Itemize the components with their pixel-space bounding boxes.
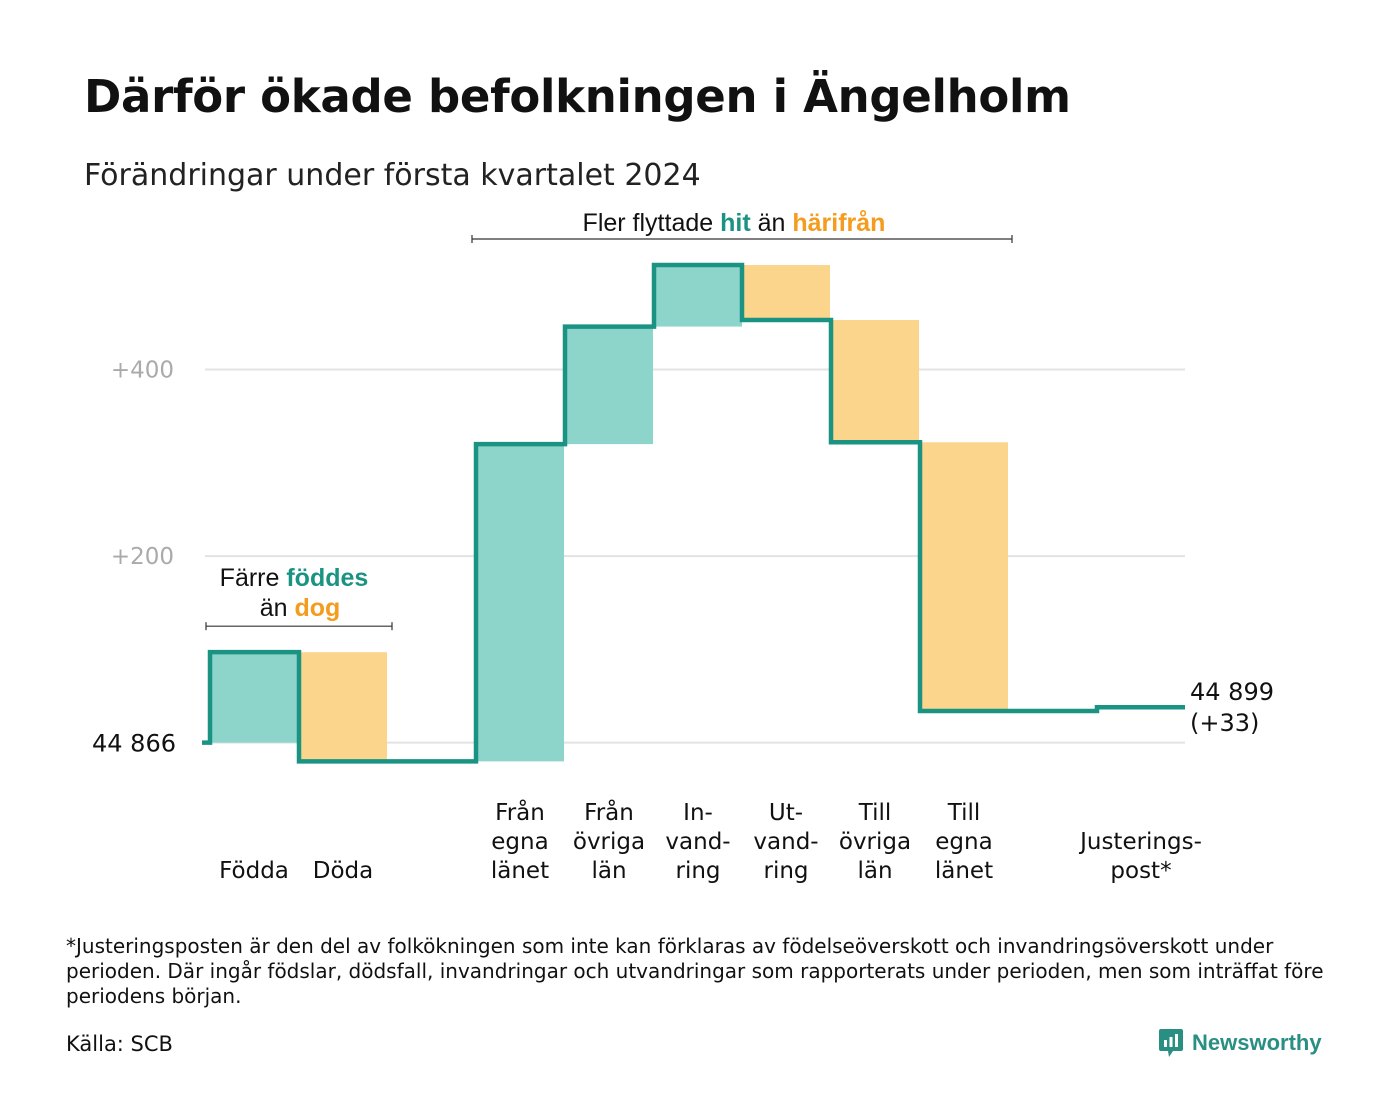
category-label: Döda xyxy=(313,858,373,884)
waterfall-bar xyxy=(742,265,830,321)
waterfall-bar xyxy=(920,442,1008,711)
waterfall-bar xyxy=(299,652,387,762)
brand-logo: Newsworthy xyxy=(1158,1027,1322,1059)
chart-subtitle: Förändringar under första kvartalet 2024 xyxy=(84,158,701,193)
annotation-orange-word: dog xyxy=(294,594,340,622)
category-label: Från övriga län xyxy=(573,798,645,884)
y-tick-label: +200 xyxy=(111,544,174,570)
annotation-text: Fler flyttade xyxy=(583,209,721,237)
waterfall-bar xyxy=(831,320,919,443)
category-label: Ut-vand-ring xyxy=(753,800,818,884)
category-label: Födda xyxy=(219,858,289,884)
waterfall-chart: +200 +400 Födda Döda Från egna länet Från övriga… xyxy=(92,209,1274,884)
step-line-layer xyxy=(202,262,1185,764)
cumulative-step-line xyxy=(202,262,1185,764)
annotation-orange-word: härifrån xyxy=(792,209,885,237)
annotation-births-line1: Färre föddes xyxy=(220,564,369,592)
category-label: Till övriga län xyxy=(839,800,911,884)
annotation-green-word: hit xyxy=(720,209,751,237)
annotation-text: än xyxy=(751,209,793,237)
annotation-births-line2: än dog xyxy=(260,594,341,622)
brand-name: Newsworthy xyxy=(1192,1030,1322,1055)
waterfall-bar xyxy=(476,444,564,762)
category-label: In-vand-ring xyxy=(665,800,730,884)
end-change-label: (+33) xyxy=(1190,709,1259,737)
category-label: Justerings-post* xyxy=(1078,829,1202,884)
annotation-migration: Fler flyttade hit än härifrån xyxy=(583,209,886,237)
category-label: Från egna länet xyxy=(491,798,549,884)
births-deaths-bracket xyxy=(205,622,393,631)
annotation-text: än xyxy=(260,594,295,622)
migration-bracket xyxy=(471,235,1013,243)
y-tick-label: +400 xyxy=(111,357,174,383)
annotation-text: Färre xyxy=(220,564,287,592)
labels: +200 +400 Födda Döda Från egna länet Från övriga… xyxy=(92,209,1274,884)
category-label: Till egna länet xyxy=(935,800,993,884)
end-value-label: 44 899 xyxy=(1190,678,1274,706)
newsworthy-logo-icon xyxy=(1159,1029,1183,1057)
footnote: *Justeringsposten är den del av folkökni… xyxy=(66,934,1324,1008)
chart-title: Därför ökade befolkningen i Ängelholm xyxy=(84,70,1071,123)
start-value-label: 44 866 xyxy=(92,730,176,758)
waterfall-bar xyxy=(565,326,653,445)
annotation-green-word: föddes xyxy=(286,564,368,592)
bars xyxy=(210,265,1008,762)
waterfall-bar xyxy=(654,265,742,327)
waterfall-bar xyxy=(210,652,298,743)
source-note: Källa: SCB xyxy=(66,1032,173,1056)
